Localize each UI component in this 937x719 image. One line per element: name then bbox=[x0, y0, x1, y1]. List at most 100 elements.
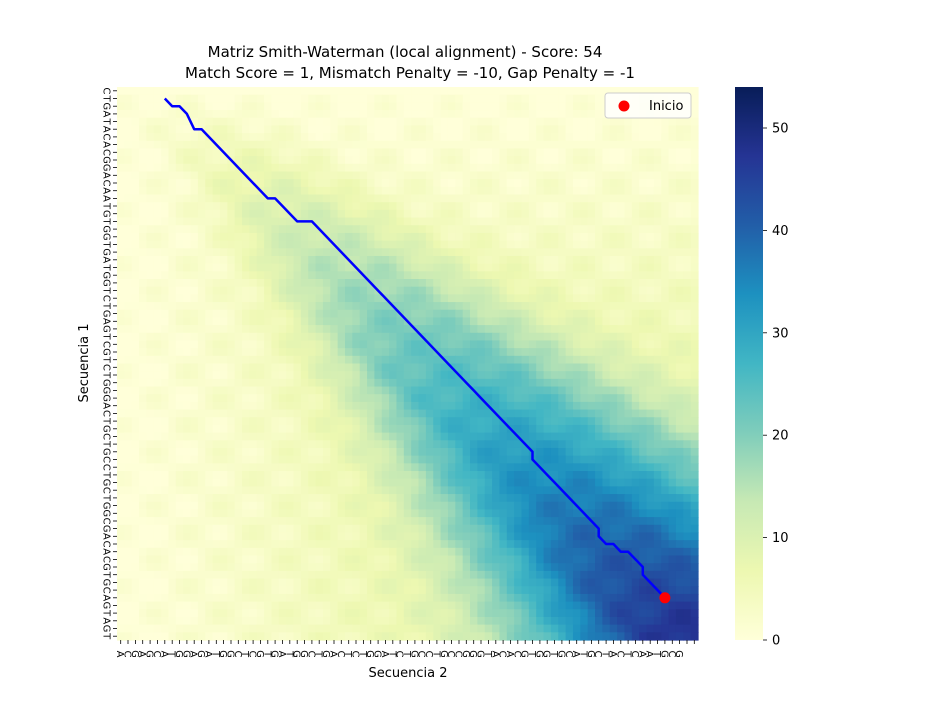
heatmap-cell bbox=[381, 394, 390, 403]
heatmap-cell bbox=[462, 532, 471, 541]
heatmap-cell bbox=[256, 432, 265, 441]
heatmap-cell bbox=[139, 156, 148, 165]
heatmap-cell bbox=[403, 409, 412, 418]
heatmap-cell bbox=[470, 509, 478, 518]
heatmap-cell bbox=[639, 409, 648, 418]
heatmap-cell bbox=[470, 363, 478, 372]
heatmap-cell bbox=[117, 263, 125, 272]
heatmap-cell bbox=[653, 440, 662, 449]
heatmap-cell bbox=[234, 486, 243, 495]
heatmap-cell bbox=[131, 424, 140, 434]
heatmap-cell bbox=[477, 156, 486, 165]
heatmap-cell bbox=[492, 309, 501, 319]
heatmap-cell bbox=[521, 271, 530, 280]
heatmap-cell bbox=[558, 148, 567, 157]
heatmap-cell bbox=[462, 225, 471, 234]
heatmap-cell bbox=[521, 163, 530, 173]
heatmap-cell bbox=[256, 463, 265, 472]
heatmap-cell bbox=[124, 478, 133, 487]
heatmap-cell bbox=[543, 409, 552, 418]
heatmap-cell bbox=[359, 340, 368, 349]
heatmap-cell bbox=[190, 194, 199, 203]
heatmap-cell bbox=[300, 424, 309, 434]
heatmap-cell bbox=[168, 440, 177, 449]
heatmap-cell bbox=[565, 455, 574, 464]
heatmap-cell bbox=[219, 501, 228, 511]
heatmap-cell bbox=[264, 317, 273, 326]
heatmap-cell bbox=[381, 232, 390, 242]
heatmap-cell bbox=[653, 332, 662, 342]
heatmap-cell bbox=[499, 371, 508, 380]
heatmap-cell bbox=[322, 417, 331, 426]
heatmap-cell bbox=[330, 455, 339, 464]
heatmap-cell bbox=[352, 409, 361, 418]
heatmap-cell bbox=[337, 371, 346, 380]
heatmap-cell bbox=[381, 202, 390, 211]
heatmap-cell bbox=[455, 363, 464, 372]
heatmap-cell bbox=[403, 309, 412, 319]
heatmap-cell bbox=[205, 432, 214, 441]
heatmap-cell bbox=[286, 440, 295, 449]
heatmap-cell bbox=[117, 309, 125, 319]
heatmap-cell bbox=[602, 348, 611, 357]
heatmap-cell bbox=[396, 133, 405, 142]
heatmap-cell bbox=[690, 156, 699, 165]
heatmap-cell bbox=[690, 171, 699, 180]
heatmap-cell bbox=[683, 348, 692, 357]
heatmap-cell bbox=[389, 417, 398, 426]
heatmap-cell bbox=[219, 302, 228, 311]
heatmap-cell bbox=[440, 494, 449, 503]
heatmap-cell bbox=[242, 202, 250, 211]
heatmap-cell bbox=[484, 94, 493, 103]
heatmap-cell bbox=[352, 478, 361, 487]
heatmap-cell bbox=[168, 378, 177, 388]
heatmap-cell bbox=[602, 163, 611, 173]
heatmap-cell bbox=[300, 232, 309, 242]
heatmap-cell bbox=[572, 494, 581, 503]
heatmap-cell bbox=[396, 302, 405, 311]
heatmap-cell bbox=[565, 501, 574, 511]
heatmap-cell bbox=[183, 378, 192, 388]
heatmap-cell bbox=[550, 540, 559, 549]
heatmap-cell bbox=[168, 486, 177, 495]
heatmap-cell bbox=[580, 217, 589, 226]
heatmap-cell bbox=[396, 440, 405, 449]
heatmap-cell bbox=[675, 447, 684, 457]
heatmap-cell bbox=[205, 348, 214, 357]
heatmap-cell bbox=[646, 325, 655, 334]
heatmap-cell bbox=[514, 171, 523, 180]
heatmap-cell bbox=[536, 294, 545, 303]
heatmap-cell bbox=[278, 440, 287, 449]
heatmap-cell bbox=[455, 117, 464, 126]
heatmap-cell bbox=[374, 478, 383, 487]
heatmap-cell bbox=[146, 163, 155, 173]
heatmap-cell bbox=[264, 386, 273, 395]
heatmap-cell bbox=[337, 225, 346, 234]
heatmap-cell bbox=[389, 424, 398, 434]
heatmap-cell bbox=[440, 163, 449, 173]
heatmap-cell bbox=[212, 232, 221, 242]
heatmap-cell bbox=[418, 179, 427, 188]
heatmap-cell bbox=[440, 209, 449, 219]
heatmap-cell bbox=[389, 110, 398, 119]
heatmap-cell bbox=[131, 355, 140, 365]
heatmap-cell bbox=[536, 163, 545, 173]
heatmap-cell bbox=[168, 570, 177, 580]
heatmap-cell bbox=[550, 471, 559, 480]
heatmap-cell bbox=[572, 532, 581, 541]
heatmap-cell bbox=[197, 271, 206, 280]
heatmap-cell bbox=[146, 271, 155, 280]
heatmap-cell bbox=[337, 478, 346, 487]
heatmap-cell bbox=[278, 386, 287, 395]
heatmap-cell bbox=[131, 271, 140, 280]
heatmap-cell bbox=[212, 494, 221, 503]
heatmap-cell bbox=[367, 94, 375, 103]
heatmap-cell bbox=[411, 471, 420, 480]
heatmap-cell bbox=[286, 110, 295, 119]
heatmap-cell bbox=[322, 179, 331, 188]
heatmap-cell bbox=[124, 133, 133, 142]
heatmap-cell bbox=[205, 501, 214, 511]
heatmap-cell bbox=[344, 302, 353, 311]
heatmap-cell bbox=[168, 125, 177, 134]
heatmap-cell bbox=[264, 217, 273, 226]
